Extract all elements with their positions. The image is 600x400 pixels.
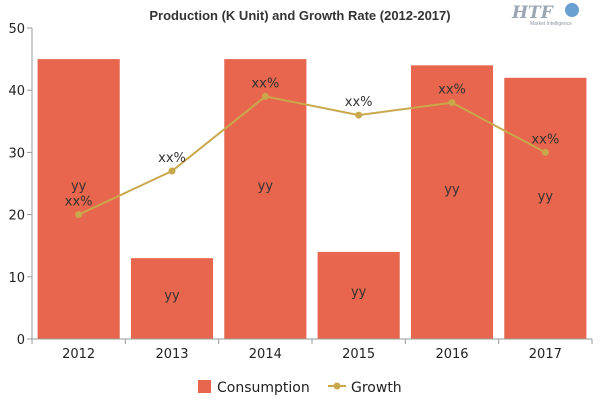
growth-point [168,167,176,175]
x-tick-label: 2013 [155,347,188,362]
legend-consumption-swatch [198,380,211,393]
bar-data-label: yy [258,179,274,194]
growth-point [541,148,549,156]
bar-data-labels: yy yy yy yy yy yy [71,179,553,303]
growth-line [78,95,546,216]
growth-data-label: xx% [345,95,373,110]
growth-point [448,99,456,107]
bar [224,59,307,339]
bar-data-label: yy [71,179,87,194]
y-tick-label: 40 [8,84,25,99]
growth-data-label: xx% [438,83,466,98]
bar [130,258,214,339]
logo-text: HTF [511,3,555,23]
legend-growth-marker [333,382,341,390]
growth-data-label: xx% [531,132,559,147]
y-axis: 0 10 20 30 40 50 [8,22,33,348]
logo-subtext: Market Intelligence [530,21,572,27]
x-axis: 2012 2013 2014 2015 2016 2017 [31,338,593,362]
x-tick-label: 2016 [435,347,468,362]
x-tick-label: 2017 [529,347,562,362]
logo: HTF Market Intelligence [511,3,579,27]
bar-series [37,59,587,339]
x-tick-label: 2012 [62,347,95,362]
bar-data-label: yy [351,285,367,300]
bar [504,77,587,339]
bar [410,65,494,339]
logo-globe-icon [565,3,579,17]
y-tick-label: 10 [8,271,25,286]
growth-point [75,211,83,219]
chart-title: Production (K Unit) and Growth Rate (201… [149,8,450,23]
growth-data-label: xx% [158,151,186,166]
growth-data-label: xx% [65,195,93,210]
bar-data-label: yy [538,189,554,204]
legend-growth-label: Growth [351,380,402,396]
x-tick-label: 2015 [342,347,375,362]
bar [37,59,120,339]
growth-data-label: xx% [251,76,279,91]
growth-point [261,92,269,100]
bar-data-label: yy [164,289,180,304]
line-series [75,92,549,219]
bar [317,251,400,339]
bar-data-label: yy [444,182,460,197]
x-tick-label: 2014 [249,347,282,362]
growth-point [355,111,363,119]
y-tick-label: 20 [8,209,25,224]
line-data-labels: xx% xx% xx% xx% xx% xx% [65,76,559,209]
y-tick-label: 50 [8,22,25,37]
y-tick-label: 0 [17,333,25,348]
y-tick-label: 30 [8,146,25,161]
legend: Consumption Growth [198,380,402,396]
legend-consumption-label: Consumption [217,380,310,396]
